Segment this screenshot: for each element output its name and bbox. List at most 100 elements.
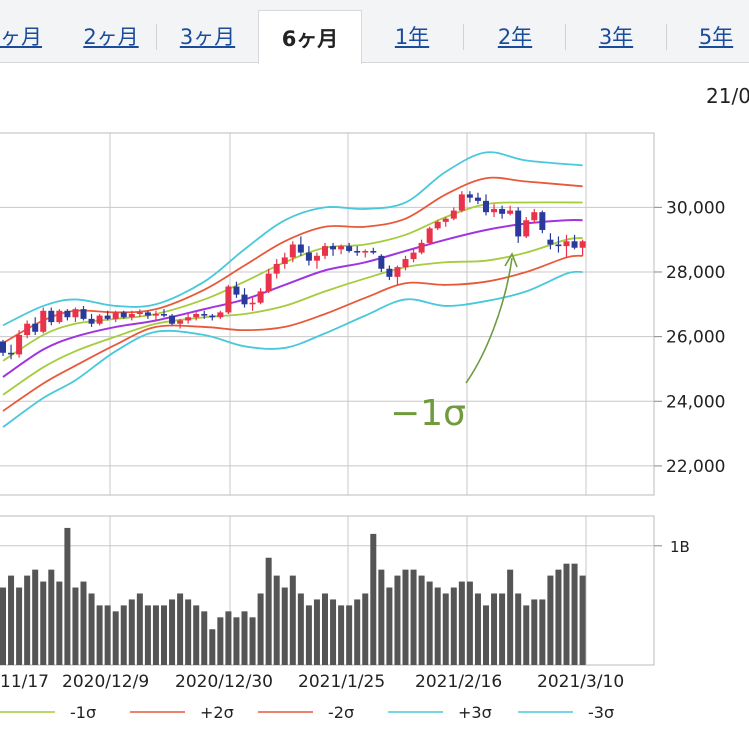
candle-body bbox=[442, 218, 449, 222]
candle-body bbox=[273, 263, 280, 274]
volume-bar bbox=[491, 593, 498, 665]
volume-bar bbox=[563, 563, 570, 665]
volume-bar bbox=[531, 599, 538, 665]
candle-body bbox=[233, 286, 240, 295]
volume-bar bbox=[547, 575, 554, 665]
candle-body bbox=[185, 317, 192, 321]
volume-bar bbox=[56, 581, 63, 665]
candle-body bbox=[104, 315, 111, 319]
candle-body bbox=[8, 352, 15, 355]
candle-body bbox=[483, 200, 489, 213]
volume-bar bbox=[96, 605, 103, 665]
volume-bar bbox=[241, 611, 248, 665]
volume-bar bbox=[386, 587, 393, 665]
volume-bar bbox=[507, 569, 514, 665]
volume-bar bbox=[354, 599, 361, 665]
tab-2[interactable]: 3ヶ月 bbox=[179, 25, 236, 49]
volume-bar bbox=[144, 605, 151, 665]
candle-body bbox=[128, 314, 135, 318]
volume-bar bbox=[201, 611, 208, 665]
volume-bar bbox=[579, 575, 586, 665]
tab-6[interactable]: 3年 bbox=[598, 25, 634, 49]
date-tick-label: 2021/2/16 bbox=[415, 672, 502, 692]
tab-1[interactable]: 2ヶ月 bbox=[83, 25, 139, 49]
candle-body bbox=[402, 259, 409, 268]
band-minus2-line bbox=[2, 254, 583, 412]
candle-body bbox=[281, 257, 288, 264]
candle-body bbox=[346, 246, 353, 251]
volume-bar bbox=[523, 605, 530, 665]
tab-4[interactable]: 1年 bbox=[394, 25, 430, 49]
volume-bar bbox=[177, 593, 184, 665]
volume-bar bbox=[185, 599, 192, 665]
date-label: 21/0 bbox=[706, 84, 749, 108]
volume-bar bbox=[322, 593, 328, 665]
candle-body bbox=[209, 315, 216, 318]
candle-body bbox=[120, 312, 127, 318]
candle-body bbox=[555, 244, 562, 247]
date-tick-label: 2021/3/10 bbox=[537, 672, 624, 692]
date-tick-label: 2020/12/30 bbox=[175, 672, 273, 692]
candle-body bbox=[161, 314, 167, 316]
volume-bar bbox=[225, 611, 232, 665]
tab-5[interactable]: 2年 bbox=[497, 25, 533, 49]
candle-body bbox=[531, 212, 538, 221]
volume-bar bbox=[418, 575, 425, 665]
candle-body bbox=[434, 221, 441, 229]
tab-separator bbox=[156, 24, 157, 50]
candle-body bbox=[507, 210, 514, 214]
volume-bar bbox=[474, 593, 481, 665]
volume-bar bbox=[80, 581, 87, 665]
candle-body bbox=[539, 212, 546, 230]
volume-bar bbox=[0, 587, 6, 665]
volume-bar bbox=[136, 593, 143, 665]
candle-body bbox=[313, 255, 320, 261]
candle-body bbox=[450, 210, 457, 219]
candle-body bbox=[474, 197, 481, 201]
tab-separator bbox=[666, 24, 667, 50]
volume-bar bbox=[88, 593, 95, 665]
volume-bar bbox=[169, 599, 176, 665]
volume-bar bbox=[48, 569, 55, 665]
volume-bar bbox=[346, 605, 353, 665]
candle-body bbox=[563, 241, 570, 247]
volume-bar bbox=[305, 605, 312, 665]
volume-bar bbox=[161, 605, 167, 665]
tab-7[interactable]: 5年 bbox=[698, 25, 734, 49]
volume-bar bbox=[120, 605, 127, 665]
candle-body bbox=[136, 312, 143, 314]
legend-label: +2σ bbox=[200, 703, 234, 722]
price-tick-label: 24,000 bbox=[666, 392, 725, 412]
candle-body bbox=[201, 314, 208, 316]
volume-axis: 1B bbox=[654, 538, 690, 556]
candle-body bbox=[410, 252, 417, 260]
candle-body bbox=[338, 246, 345, 250]
candle-body bbox=[249, 302, 256, 305]
volume-bar bbox=[40, 581, 47, 665]
legend-label: -1σ bbox=[70, 703, 96, 722]
candle-body bbox=[297, 244, 304, 253]
candle-body bbox=[24, 323, 31, 336]
candle-body bbox=[80, 309, 87, 319]
tab-3[interactable]: 6ヶ月 bbox=[258, 10, 362, 64]
price-tick-label: 28,000 bbox=[666, 263, 725, 283]
annotation-label: −1σ bbox=[390, 393, 466, 434]
tab-0[interactable]: ヶ月 bbox=[0, 25, 42, 49]
candle-body bbox=[48, 310, 55, 323]
volume-bar bbox=[499, 593, 506, 665]
volume-bar bbox=[313, 599, 320, 665]
price-axis: 30,000 28,000 26,000 24,000 22,000 bbox=[654, 198, 725, 477]
volume-bar bbox=[450, 587, 457, 665]
tab-separator bbox=[463, 24, 464, 50]
candle-body bbox=[112, 312, 119, 319]
date-tick-label: 2021/1/25 bbox=[298, 672, 385, 692]
volume-bar bbox=[128, 599, 135, 665]
candle-body bbox=[491, 208, 498, 213]
annotation-arrow bbox=[465, 257, 513, 384]
volume-bar bbox=[378, 569, 385, 665]
period-tab-bar: ヶ月 2ヶ月 3ヶ月 6ヶ月 1年 2年 3年 5年 bbox=[0, 0, 749, 64]
volume-bar bbox=[338, 605, 345, 665]
candle-body bbox=[458, 194, 465, 211]
volume-bar bbox=[289, 575, 296, 665]
